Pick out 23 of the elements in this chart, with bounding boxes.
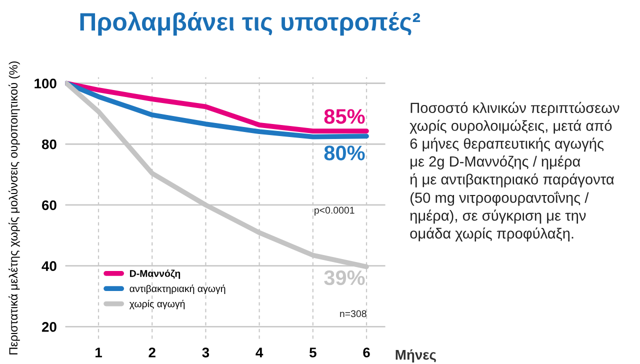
legend-label: χωρίς αγωγή	[129, 300, 185, 310]
annotation: 85%	[324, 109, 365, 124]
annotation: 80%	[324, 146, 365, 160]
x-tick-label: 5	[309, 348, 316, 358]
annotation: n=308	[340, 310, 366, 318]
x-tick-label: 4	[256, 348, 264, 358]
y-tick-label: 100	[34, 78, 56, 88]
y-tick-label: 40	[42, 261, 56, 272]
y-tick-label: 80	[42, 139, 56, 150]
x-axis-title: Μήνες	[396, 349, 436, 362]
legend-label: D-Μαννόζη	[130, 270, 180, 279]
x-tick-label: 6	[363, 348, 370, 358]
annotation: p<0.0001	[314, 206, 354, 216]
x-tick-label: 2	[148, 348, 156, 358]
y-tick-label: 20	[42, 322, 56, 332]
y-tick-label: 60	[42, 200, 56, 210]
y-axis-title: Περιστατικά μελέτης χωρίς μολύνσεις ουροποιητικού (%)	[8, 61, 20, 354]
annotation: 39%	[324, 270, 365, 286]
legend-label: αντιβακτηριακή αγωγή	[130, 284, 226, 294]
x-tick-label: 1	[96, 348, 102, 358]
text: Ποσοστό κλινικών περιπτώσεων χωρίς ουρολοιμώξεις, μετά από 6 μήνες θεραπευτικής αγωγής με 2g D-Μαννόζης / ημέρα ή με αντιβακτηριακό παράγοντα (50 mg νιτροφουραντοΐνης / ημέρα), σε σύγκριση με την ομάδα χωρίς προφύλαξη.	[410, 102, 620, 242]
chart-title: Προλαμβάνει τις υποτροπές²	[80, 12, 420, 36]
x-tick-label: 3	[202, 348, 210, 358]
